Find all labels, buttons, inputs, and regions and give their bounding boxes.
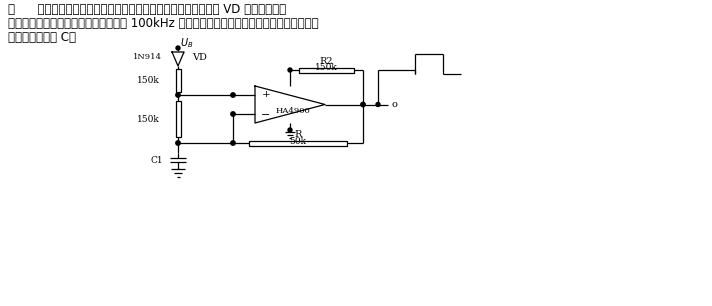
Bar bbox=[248, 140, 347, 145]
Circle shape bbox=[231, 93, 235, 97]
Text: 1N914: 1N914 bbox=[133, 53, 162, 61]
Polygon shape bbox=[172, 52, 184, 66]
Text: 50k: 50k bbox=[290, 136, 306, 145]
Circle shape bbox=[176, 93, 180, 97]
Polygon shape bbox=[255, 86, 325, 123]
Text: VD: VD bbox=[192, 53, 207, 62]
Text: −: − bbox=[261, 110, 271, 120]
Text: C1: C1 bbox=[150, 155, 163, 165]
Text: $U_B$: $U_B$ bbox=[180, 36, 194, 50]
Text: 路，具有很高的稳定度。在要求频率达 100kHz 的精确时钟（如自动测试设备）场合下，可用: 路，具有很高的稳定度。在要求频率达 100kHz 的精确时钟（如自动测试设备）场… bbox=[8, 17, 319, 30]
Circle shape bbox=[288, 128, 292, 132]
Circle shape bbox=[176, 46, 180, 50]
Circle shape bbox=[376, 103, 380, 106]
Text: R2: R2 bbox=[320, 57, 333, 65]
Text: o: o bbox=[391, 100, 397, 109]
Circle shape bbox=[361, 102, 365, 107]
Text: R: R bbox=[294, 129, 302, 139]
Circle shape bbox=[231, 141, 235, 145]
Bar bbox=[175, 69, 181, 91]
Circle shape bbox=[288, 68, 292, 72]
Bar bbox=[175, 101, 181, 137]
Text: 晶体管代替电容 C。: 晶体管代替电容 C。 bbox=[8, 31, 76, 44]
Text: 150k: 150k bbox=[137, 76, 160, 85]
Circle shape bbox=[176, 141, 180, 145]
Circle shape bbox=[231, 112, 235, 116]
Text: 150k: 150k bbox=[137, 114, 160, 124]
Bar bbox=[299, 68, 355, 73]
Text: 150k: 150k bbox=[315, 62, 338, 72]
Text: +: + bbox=[261, 89, 271, 99]
Text: HA4900: HA4900 bbox=[276, 106, 310, 114]
Text: 图      所示电路在运算放大器的同相输入端接入分压电阻和二极管 VD 构成的补偿电: 图 所示电路在运算放大器的同相输入端接入分压电阻和二极管 VD 构成的补偿电 bbox=[8, 3, 286, 16]
